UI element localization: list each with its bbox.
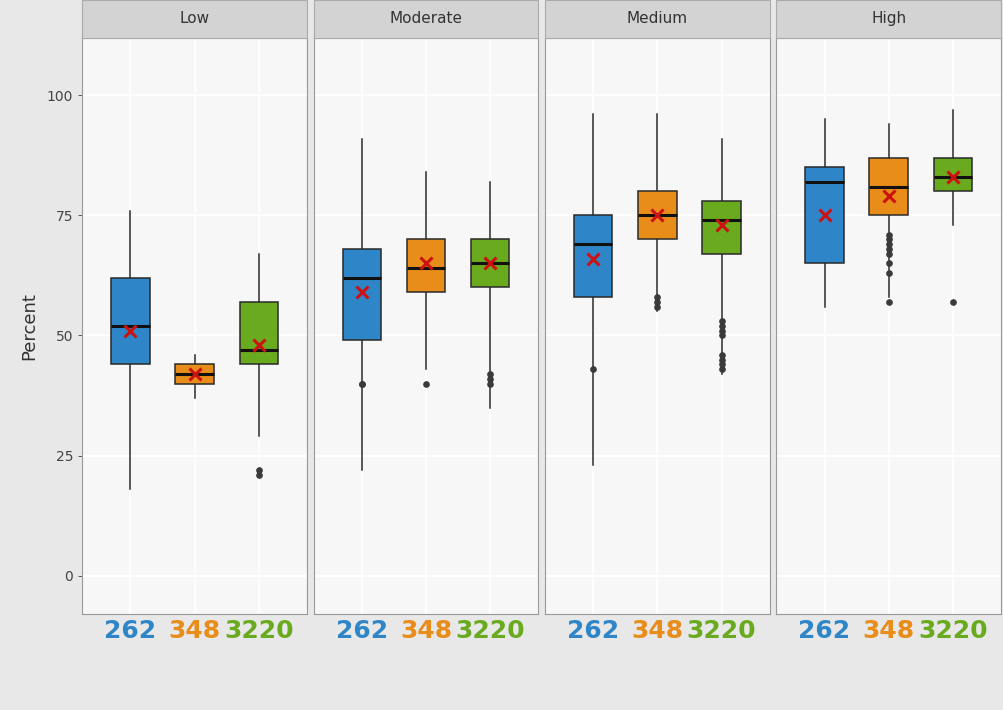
Text: 262: 262 bbox=[797, 619, 850, 643]
Bar bbox=[775, 0, 1000, 38]
FancyBboxPatch shape bbox=[574, 215, 612, 297]
Text: Moderate: Moderate bbox=[389, 11, 462, 26]
Text: 262: 262 bbox=[335, 619, 387, 643]
FancyBboxPatch shape bbox=[240, 302, 278, 364]
FancyBboxPatch shape bbox=[406, 239, 444, 293]
FancyBboxPatch shape bbox=[342, 249, 381, 340]
Text: High: High bbox=[871, 11, 906, 26]
Bar bbox=[545, 0, 769, 38]
Text: 3220: 3220 bbox=[686, 619, 755, 643]
FancyBboxPatch shape bbox=[933, 158, 971, 192]
Text: 262: 262 bbox=[104, 619, 156, 643]
FancyBboxPatch shape bbox=[638, 192, 676, 239]
FancyBboxPatch shape bbox=[869, 158, 907, 215]
FancyBboxPatch shape bbox=[804, 168, 843, 263]
Text: 348: 348 bbox=[631, 619, 683, 643]
Text: 348: 348 bbox=[862, 619, 914, 643]
Text: 348: 348 bbox=[169, 619, 221, 643]
FancyBboxPatch shape bbox=[701, 201, 740, 253]
FancyBboxPatch shape bbox=[176, 364, 214, 383]
Y-axis label: Percent: Percent bbox=[21, 292, 38, 360]
Text: 3220: 3220 bbox=[224, 619, 293, 643]
FancyBboxPatch shape bbox=[111, 278, 149, 364]
Text: 3220: 3220 bbox=[917, 619, 987, 643]
Bar bbox=[313, 0, 538, 38]
FancyBboxPatch shape bbox=[470, 239, 509, 288]
Text: 262: 262 bbox=[567, 619, 619, 643]
Text: 348: 348 bbox=[399, 619, 451, 643]
Text: 3220: 3220 bbox=[455, 619, 525, 643]
Bar bbox=[82, 0, 307, 38]
Text: Medium: Medium bbox=[626, 11, 687, 26]
Text: Low: Low bbox=[180, 11, 210, 26]
